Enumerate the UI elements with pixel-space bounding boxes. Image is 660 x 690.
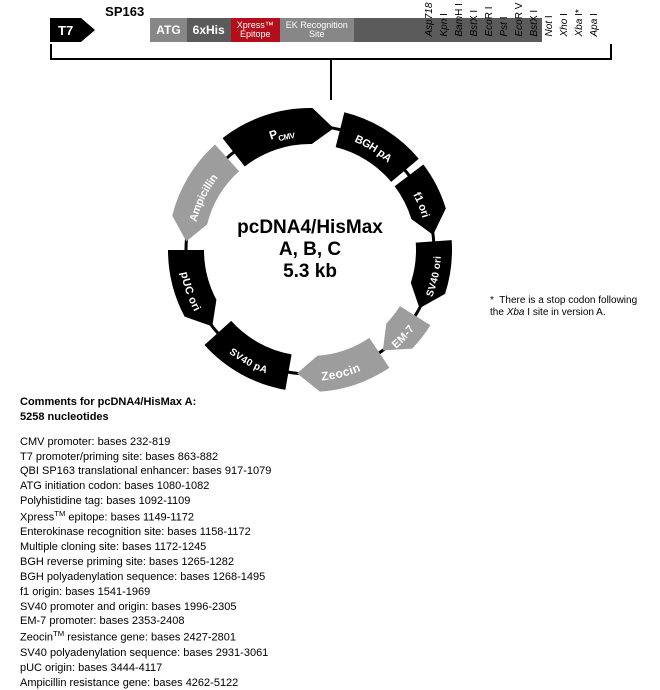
comment-line: SV40 promoter and origin: bases 1996-230… [20, 600, 271, 615]
restriction-site: Xho I [559, 0, 570, 36]
restriction-site: Not I [544, 0, 555, 36]
comment-line: Polyhistidine tag: bases 1092-1109 [20, 494, 271, 509]
comment-line: f1 origin: bases 1541-1969 [20, 585, 271, 600]
restriction-site: BamH I [454, 0, 465, 36]
plasmid-variants: A, B, C [237, 239, 383, 261]
comment-line: BGH reverse priming site: bases 1265-128… [20, 555, 271, 570]
restriction-site: EcoR I [484, 0, 495, 36]
restriction-site: EcoR V [514, 0, 525, 36]
ek-bottom: Site [286, 30, 348, 39]
comment-line: ZeocinTM resistance gene: bases 2427-280… [20, 629, 271, 646]
comment-line: XpressTM epitope: bases 1149-1172 [20, 509, 271, 526]
comment-line: pUC origin: bases 3444-4117 [20, 661, 271, 676]
restriction-site: Apa I [589, 0, 600, 36]
ek-recognition-box: EK Recognition Site [280, 18, 354, 42]
plasmid-center-text: pcDNA4/HisMax A, B, C 5.3 kb [237, 217, 383, 283]
bracket [50, 44, 612, 64]
comment-line: Enterokinase recognition site: bases 115… [20, 525, 271, 540]
comment-line: QBI SP163 translational enhancer: bases … [20, 464, 271, 479]
dropline [330, 60, 332, 100]
xpress-bottom: Epitope [237, 30, 274, 39]
t7-arrowhead-icon [81, 18, 95, 42]
comment-line: ATG initiation codon: bases 1080-1082 [20, 479, 271, 494]
footnote-marker: * [490, 295, 494, 306]
xpress-epitope-box: Xpress™ Epitope [231, 18, 280, 42]
comments-list: CMV promoter: bases 232-819T7 promoter/p… [20, 435, 271, 690]
sp163-label: SP163 [105, 4, 144, 19]
t7-promoter-box: T7 [50, 18, 81, 42]
comment-line: SV40 polyadenylation sequence: bases 293… [20, 646, 271, 661]
comment-line: EM-7 promoter: bases 2353-2408 [20, 614, 271, 629]
restriction-site: BstX I [469, 0, 480, 36]
comment-line: BGH polyadenylation sequence: bases 1268… [20, 570, 271, 585]
plasmid-name: pcDNA4/HisMax [237, 217, 383, 239]
restriction-site: Xba I* [574, 0, 585, 36]
footnote-text: There is a stop codon following the Xba … [490, 295, 637, 318]
plasmid-map: PCMVBGH pAf1 oriSV40 oriEM-7ZeocinSV40 p… [140, 100, 480, 400]
restriction-sites: Asp718 I Kpn I BamH I BstX I EcoR I Pst I EcoR… [424, 0, 600, 36]
comment-line: T7 promoter/priming site: bases 863-882 [20, 450, 271, 465]
his-tag-box: 6xHis [187, 18, 231, 42]
atg-box: ATG [150, 18, 186, 42]
comment-line: Multiple cloning site: bases 1172-1245 [20, 540, 271, 555]
restriction-site: BstX I [529, 0, 540, 36]
comments-title-l1: Comments for pcDNA4/HisMax A: [20, 395, 271, 410]
restriction-site: Kpn I [439, 0, 450, 36]
comments-block: Comments for pcDNA4/HisMax A: 5258 nucle… [20, 395, 271, 690]
restriction-site: Asp718 I [424, 0, 435, 36]
comments-title-l2: 5258 nucleotides [20, 410, 271, 425]
plasmid-size: 5.3 kb [237, 261, 383, 283]
footnote: * There is a stop codon following the Xb… [490, 295, 650, 319]
comment-line: Ampicillin resistance gene: bases 4262-5… [20, 676, 271, 690]
comments-title: Comments for pcDNA4/HisMax A: 5258 nucle… [20, 395, 271, 425]
restriction-site: Pst I [499, 0, 510, 36]
comment-line: CMV promoter: bases 232-819 [20, 435, 271, 450]
